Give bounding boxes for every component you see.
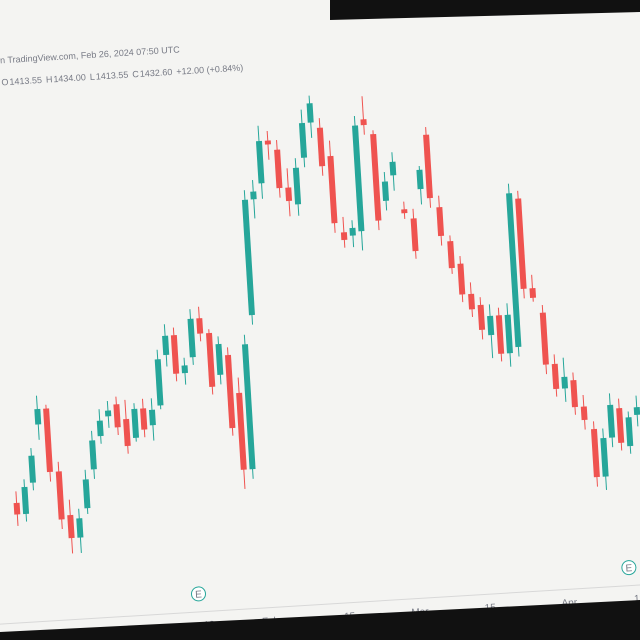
earnings-label: E [195, 589, 203, 600]
candle-body [389, 161, 397, 176]
candle-body [264, 140, 271, 145]
candle-body [590, 428, 600, 478]
candle-body [104, 410, 112, 417]
wick [266, 130, 270, 160]
x-tick-label: Apr [561, 597, 578, 609]
candle-body [551, 363, 560, 390]
candle-body [196, 318, 204, 334]
candle-body [539, 312, 549, 365]
bezel-top [330, 0, 640, 20]
ohlc-value: 1432.60 [140, 67, 173, 79]
ohlc-label: L [90, 72, 96, 82]
axis-line [0, 580, 640, 626]
bezel-bottom [0, 600, 640, 640]
candle-body [43, 408, 53, 473]
change: +12.00 (+0.84%) [176, 63, 244, 77]
candle-body [316, 127, 326, 167]
candle-body [21, 486, 30, 515]
candle-body [504, 314, 513, 354]
candle-body [306, 103, 314, 123]
candle-body [436, 207, 445, 237]
candle-body [381, 181, 390, 201]
candle-body [495, 315, 505, 354]
candle-body [515, 198, 527, 289]
candle-body [529, 288, 537, 299]
candle-body [162, 335, 170, 356]
candle-body [215, 343, 224, 375]
candle-body [633, 406, 640, 416]
earnings-badge [621, 560, 637, 576]
candle-body [250, 191, 257, 200]
candle-body [360, 119, 367, 126]
candle-body [241, 344, 256, 470]
candle-body [423, 134, 433, 199]
ohlc-label: C [132, 69, 140, 79]
candle-body [292, 167, 302, 205]
candle-body [487, 315, 495, 336]
ohlc-value: 1434.00 [53, 72, 86, 84]
candle-body [241, 199, 255, 316]
candle-body [154, 359, 164, 406]
ohlc-value: 1413.55 [96, 70, 129, 82]
candle-body [340, 232, 348, 241]
candle-body [349, 227, 356, 236]
candle-body [113, 404, 121, 428]
wick [361, 96, 365, 135]
candle-body [205, 332, 216, 388]
candle-body [327, 155, 338, 224]
ohlc-label: O [1, 77, 9, 87]
candle-body [255, 140, 265, 184]
candle-body [55, 471, 65, 520]
candle-body [600, 437, 609, 477]
candle-body [13, 502, 21, 515]
candle-body [131, 408, 140, 438]
candle-body [625, 417, 634, 447]
candle-body [298, 122, 308, 158]
ohlc-value: 1413.55 [9, 75, 42, 87]
candle-body [96, 420, 104, 437]
candle-body [416, 169, 424, 190]
x-tick-label: 19 [634, 593, 640, 605]
candle-body [570, 379, 578, 408]
candle-body [170, 335, 180, 374]
candle-body [236, 392, 247, 470]
candle-body [477, 304, 486, 331]
candle-body [187, 318, 196, 358]
candle-body [274, 149, 283, 189]
candle-body [89, 440, 97, 470]
candle-body [34, 408, 42, 425]
candle-body [82, 479, 91, 509]
candle-body [468, 293, 476, 310]
candle-body [447, 241, 455, 269]
candle-body [28, 455, 36, 483]
ohlc-label: H [46, 74, 53, 84]
candle-body [181, 365, 188, 374]
candle-body [76, 518, 84, 538]
candle-body [67, 514, 75, 539]
plot [13, 95, 640, 554]
candle-body [148, 409, 156, 426]
candle-body [607, 404, 616, 438]
candle-body [457, 263, 466, 295]
candle-body [580, 406, 588, 421]
candle-body [401, 209, 408, 214]
earnings-label: E [625, 563, 633, 574]
candle-body [140, 408, 148, 430]
candle-body [561, 376, 569, 389]
candle-body [224, 354, 236, 429]
candle-body [506, 193, 522, 348]
candle-body [123, 418, 131, 447]
candle-body [410, 218, 419, 252]
candle-body [285, 187, 293, 202]
candle-body [370, 133, 382, 221]
earnings-badge [190, 586, 206, 602]
candle-body [352, 125, 365, 232]
symbol-line: NSEO1413.55H1434.00L1413.55C1432.60+12.0… [1, 63, 244, 88]
candle-body [616, 408, 625, 443]
